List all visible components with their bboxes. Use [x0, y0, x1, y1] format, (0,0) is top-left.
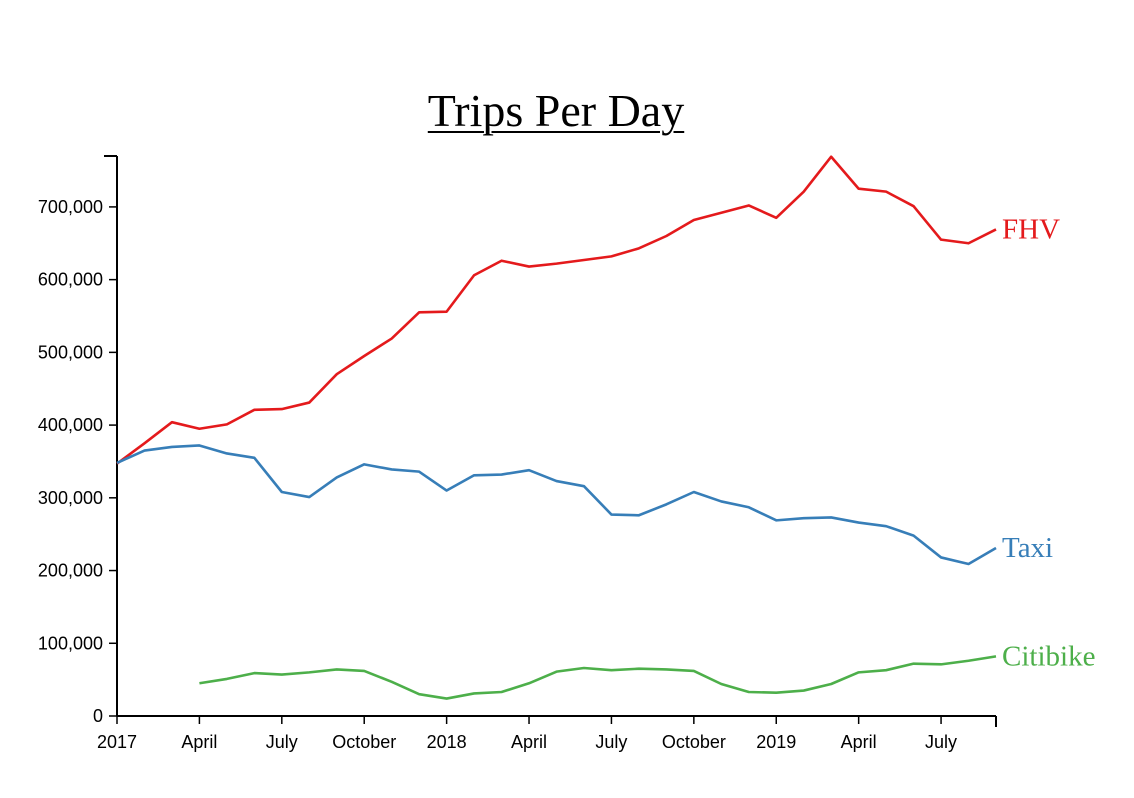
y-tick-label: 300,000: [38, 488, 103, 508]
y-tick-label: 200,000: [38, 561, 103, 581]
series-line-citibike: [199, 655, 997, 700]
series-lines: [116, 155, 997, 700]
x-tick-label: 2019: [756, 732, 796, 752]
x-tick-label: July: [595, 732, 627, 752]
x-tick-label: July: [925, 732, 957, 752]
y-tick-label: 100,000: [38, 633, 103, 653]
y-tick-label: 400,000: [38, 415, 103, 435]
series-labels: FHV Taxi Citibike: [1002, 213, 1095, 672]
x-tick-label: October: [662, 732, 726, 752]
series-label-taxi: Taxi: [1002, 532, 1053, 564]
x-axis: 2017 April July October 2018 April July October…: [97, 715, 997, 752]
x-tick-label: July: [266, 732, 298, 752]
x-tick-label: October: [332, 732, 396, 752]
y-tick-label: 500,000: [38, 342, 103, 362]
x-tick-label: 2018: [427, 732, 467, 752]
x-tick-label: April: [841, 732, 877, 752]
x-tick-label: April: [181, 732, 217, 752]
x-tick-label: 2017: [97, 732, 137, 752]
series-line-fhv: [116, 155, 997, 465]
y-tick-label: 0: [93, 706, 103, 726]
x-tick-label: April: [511, 732, 547, 752]
series-line-taxi: [116, 444, 997, 566]
series-label-citibike: Citibike: [1002, 640, 1095, 672]
y-axis: 0 100,000 200,000 300,000 400,000 500,000 600,…: [38, 155, 118, 726]
y-tick-label: 600,000: [38, 270, 103, 290]
series-label-fhv: FHV: [1002, 213, 1060, 245]
y-tick-label: 700,000: [38, 197, 103, 217]
chart-title: Trips Per Day: [427, 85, 685, 136]
